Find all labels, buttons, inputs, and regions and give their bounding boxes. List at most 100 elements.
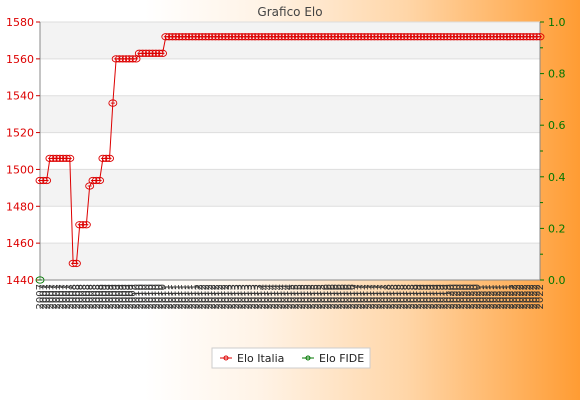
x-tick-label: 2008 [81, 284, 92, 309]
y-left-tick-label: 1580 [6, 16, 34, 29]
data-point [81, 221, 91, 229]
x-tick-label: 2014 [263, 284, 274, 309]
x-tick-label: 2018 [386, 284, 397, 309]
x-tick-label: 2012 [220, 284, 231, 309]
x-tick-label: 2011 [181, 284, 192, 309]
x-tick-label: 2018 [403, 284, 414, 309]
x-tick-label: 2017 [353, 284, 364, 309]
x-tick-label: 2015 [287, 284, 298, 309]
data-point [158, 49, 167, 57]
x-tick-label: 2015 [303, 284, 314, 309]
x-tick-label: 2016 [333, 284, 344, 309]
x-tick-label: 2013 [227, 284, 238, 309]
x-tick-label: 2009 [108, 284, 119, 309]
grid-band [40, 169, 540, 207]
x-tick-label: 2020 [446, 284, 457, 309]
grid-band [40, 95, 540, 133]
grid-band [40, 243, 540, 280]
x-tick-label: 2008 [88, 284, 99, 309]
x-tick-label: 2009 [101, 284, 112, 309]
x-tick-label: 2021 [502, 284, 513, 309]
x-tick-label: 2020 [465, 284, 476, 309]
x-tick-label: 2019 [416, 284, 427, 309]
x-tick-label: 2015 [297, 284, 308, 309]
x-tick-label: 2013 [230, 284, 241, 309]
x-tick-label: 2014 [260, 284, 271, 309]
x-tick-label: 2008 [95, 284, 106, 309]
x-tick-label: 2021 [485, 284, 496, 309]
x-tick-label: 2017 [350, 284, 361, 309]
x-tick-label: 2013 [247, 284, 258, 309]
x-tick-label: 2008 [91, 284, 102, 309]
x-tick-label: 2012 [210, 284, 221, 309]
y-right-tick-label: 0.2 [548, 222, 566, 235]
legend: Elo Italia Elo FIDE [211, 347, 371, 369]
x-tick-label: 2016 [330, 284, 341, 309]
x-tick-label: 2010 [158, 284, 169, 309]
x-tick-label: 2016 [346, 284, 357, 309]
x-tick-label: 2007 [35, 284, 46, 309]
x-tick-label: 2022 [512, 284, 523, 309]
data-point-marker [108, 99, 118, 107]
x-tick-label: 2018 [409, 284, 420, 309]
data-point [65, 154, 75, 163]
x-tick-label: 2015 [300, 284, 311, 309]
x-tick-label: 2022 [532, 284, 543, 309]
data-point-marker [535, 33, 545, 41]
x-tick-label: 2020 [456, 284, 467, 309]
x-tick-label: 2017 [360, 284, 371, 309]
y-left-tick-label: 1560 [6, 53, 34, 66]
legend-label: Elo FIDE [319, 352, 364, 365]
x-tick-label: 2010 [144, 284, 155, 309]
y-left-tick-label: 1500 [6, 163, 34, 176]
x-tick-label: 2009 [98, 284, 109, 309]
x-tick-label: 2010 [138, 284, 149, 309]
x-tick-label: 2022 [518, 284, 529, 309]
x-tick-label: 2020 [472, 284, 483, 309]
x-tick-label: 2021 [482, 284, 493, 309]
x-tick-label: 2017 [373, 284, 384, 309]
x-tick-label: 2013 [254, 284, 265, 309]
x-tick-label: 2008 [75, 284, 86, 309]
x-tick-label: 2009 [121, 284, 132, 309]
x-tick-label: 2012 [201, 284, 212, 309]
x-tick-label: 2021 [489, 284, 500, 309]
x-tick-label: 2020 [459, 284, 470, 309]
x-tick-label: 2019 [436, 284, 447, 309]
x-tick-label: 2014 [283, 284, 294, 309]
y-left-tick-label: 1520 [6, 127, 34, 140]
data-point-marker [95, 176, 105, 185]
x-tick-label: 2021 [499, 284, 510, 309]
x-tick-label: 2013 [250, 284, 261, 309]
x-tick-label: 2014 [267, 284, 278, 309]
x-tick-label: 2007 [52, 284, 63, 309]
x-tick-label: 2011 [184, 284, 195, 309]
x-tick-label: 2018 [399, 284, 410, 309]
x-tick-label: 2010 [134, 284, 145, 309]
data-point-marker [158, 49, 167, 57]
x-tick-label: 2009 [118, 284, 129, 309]
x-tick-label: 2018 [396, 284, 407, 309]
x-tick-label: 2017 [363, 284, 374, 309]
x-tick-label: 2021 [495, 284, 506, 309]
y-left-tick-label: 1540 [6, 90, 34, 103]
x-tick-label: 2013 [240, 284, 251, 309]
x-tick-label: 2010 [148, 284, 159, 309]
x-tick-label: 2015 [307, 284, 318, 309]
x-tick-label: 2016 [336, 284, 347, 309]
x-tick-label: 2021 [479, 284, 490, 309]
x-tick-label: 2019 [412, 284, 423, 309]
x-tick-label: 2011 [191, 284, 202, 309]
x-tick-label: 2021 [492, 284, 503, 309]
x-tick-label: 2017 [356, 284, 367, 309]
x-tick-label: 2008 [71, 284, 82, 309]
x-tick-label: 2016 [323, 284, 334, 309]
x-tick-label: 2009 [105, 284, 116, 309]
legend-label: Elo Italia [237, 352, 284, 365]
x-tick-label: 2016 [326, 284, 337, 309]
x-tick-label: 2014 [280, 284, 291, 309]
x-tick-label: 2018 [393, 284, 404, 309]
data-point-marker [65, 154, 75, 163]
